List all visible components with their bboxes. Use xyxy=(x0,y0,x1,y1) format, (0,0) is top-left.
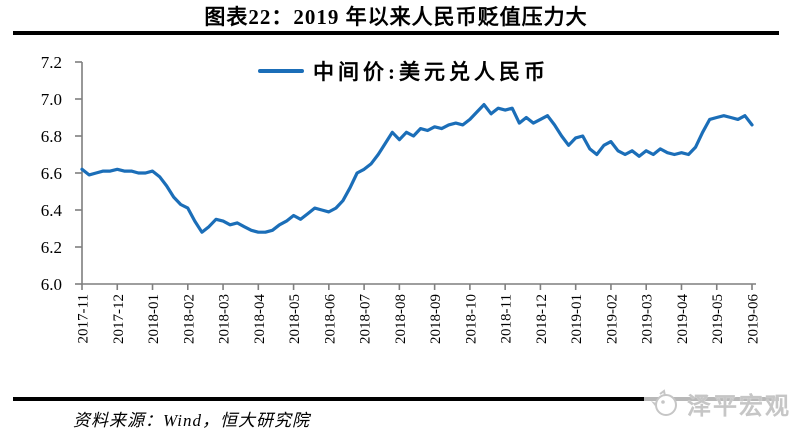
x-axis-tick-label: 2018-03 xyxy=(217,294,233,344)
legend: 中间价:美元兑人民币 xyxy=(258,56,549,86)
watermark: 泽平宏观 xyxy=(644,384,792,423)
x-axis-tick-label: 2018-09 xyxy=(428,294,444,344)
x-axis-tick-label: 2018-02 xyxy=(181,294,197,344)
x-axis-tick-label: 2018-07 xyxy=(358,294,374,344)
top-rule xyxy=(13,31,779,35)
x-axis-tick-label: 2017-12 xyxy=(111,294,127,344)
y-axis-tick-label: 6.2 xyxy=(41,238,62,257)
x-axis-tick-label: 2018-11 xyxy=(499,294,515,343)
x-axis-tick-label: 2018-08 xyxy=(393,294,409,344)
y-axis-tick-label: 6.6 xyxy=(41,164,62,183)
x-axis-tick-label: 2019-06 xyxy=(746,294,762,344)
x-axis-tick-label: 2018-06 xyxy=(322,294,338,344)
figure-title: 图表22：2019 年以来人民币贬值压力大 xyxy=(204,5,588,29)
watermark-text: 泽平宏观 xyxy=(687,394,791,420)
y-axis-tick-label: 6.4 xyxy=(41,201,63,220)
x-axis-tick-label: 2018-05 xyxy=(287,294,303,344)
x-axis-tick-label: 2018-10 xyxy=(463,294,479,344)
x-axis-tick-label: 2019-02 xyxy=(604,294,620,344)
x-axis-tick-label: 2017-11 xyxy=(76,294,92,343)
legend-label: 中间价:美元兑人民币 xyxy=(313,60,549,84)
x-axis-tick-label: 2019-03 xyxy=(640,294,656,344)
y-axis-tick-label: 6.0 xyxy=(41,275,62,294)
series-line-usdcny-fix xyxy=(80,102,754,234)
x-axis-tick-label: 2019-01 xyxy=(569,294,585,344)
x-axis-tick-label: 2019-05 xyxy=(710,294,726,344)
bottom-rule xyxy=(13,397,779,401)
x-axis-tick-label: 2018-04 xyxy=(252,294,268,344)
axes xyxy=(81,62,756,285)
legend-line-sample xyxy=(258,69,304,73)
x-axis-tick-label: 2018-12 xyxy=(534,294,550,344)
x-axis-tick-label: 2019-04 xyxy=(675,294,691,344)
y-axis-tick-label: 7.0 xyxy=(41,90,62,109)
x-axis-tick-label: 2018-01 xyxy=(146,294,162,344)
y-axis-tick-label: 6.8 xyxy=(41,127,62,146)
y-axis-tick-label: 7.2 xyxy=(41,53,62,72)
source-note: 资料来源：Wind，恒大研究院 xyxy=(73,411,310,430)
watermark-bird-icon xyxy=(651,388,677,416)
